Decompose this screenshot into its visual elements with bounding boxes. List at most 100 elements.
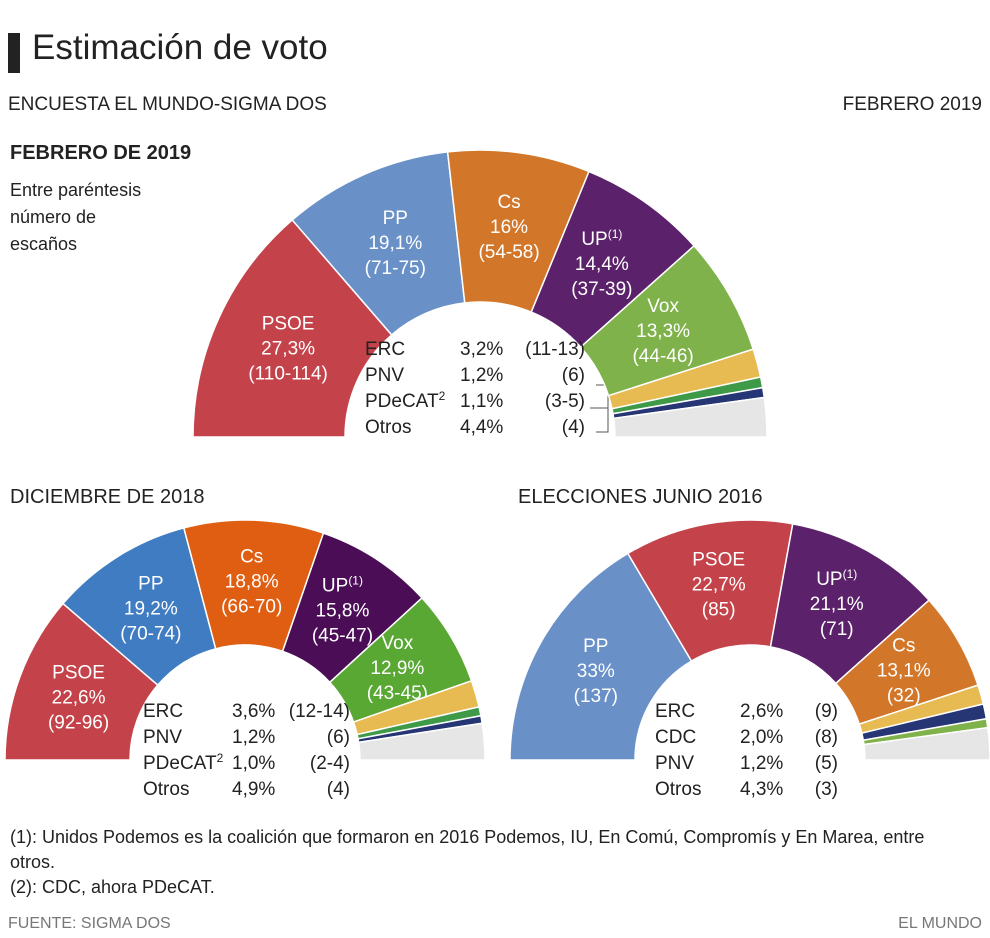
seats-label: (9) xyxy=(815,701,838,722)
seat-segment xyxy=(863,726,990,761)
party-note: 2 xyxy=(217,751,224,765)
party-name: Otros xyxy=(655,779,701,800)
party-name: ERC xyxy=(143,701,183,722)
seat-segment xyxy=(192,218,393,438)
seats-label: (32) xyxy=(887,685,921,706)
party-name: Otros xyxy=(365,417,411,438)
seats-label: (3-5) xyxy=(545,391,585,412)
party-name: PP xyxy=(383,208,408,229)
party-name-text: PP xyxy=(138,574,163,595)
party-name: UP(1) xyxy=(322,574,363,597)
source: FUENTE: SIGMA DOS xyxy=(8,915,171,932)
party-name-text: PDeCAT xyxy=(365,391,439,412)
party-name-text: Otros xyxy=(365,417,411,438)
seats-label: (37-39) xyxy=(571,279,632,300)
party-name-text: ERC xyxy=(143,701,183,722)
chart-title: DICIEMBRE DE 2018 xyxy=(10,486,205,508)
value-label: 3,2% xyxy=(460,339,503,360)
party-name-text: PNV xyxy=(365,365,404,386)
seat-segment xyxy=(612,396,768,438)
party-name-text: PSOE xyxy=(52,662,105,683)
seats-label: (2-4) xyxy=(310,753,350,774)
party-name: PDeCAT2 xyxy=(143,751,224,774)
chart-subtitle: Entre paréntesis número de escaños xyxy=(10,180,142,254)
seats-label: (45-47) xyxy=(312,626,373,647)
value-label: 3,6% xyxy=(232,701,275,722)
party-note: 2 xyxy=(439,389,446,403)
party-name: Cs xyxy=(892,635,915,656)
chart-title: FEBRERO DE 2019 xyxy=(10,142,192,164)
value-label: 15,8% xyxy=(316,601,370,622)
party-name: CDC xyxy=(655,727,696,748)
chart-title: ELECCIONES JUNIO 2016 xyxy=(518,486,763,508)
party-name: PDeCAT2 xyxy=(365,389,446,412)
value-label: 27,3% xyxy=(261,338,315,359)
party-name: Cs xyxy=(497,192,520,213)
party-name: ERC xyxy=(365,339,405,360)
seats-label: (71) xyxy=(820,619,854,640)
seats-label: (6) xyxy=(562,365,585,386)
party-note: (1) xyxy=(348,574,363,588)
value-label: 1,2% xyxy=(460,365,503,386)
seats-label: (12-14) xyxy=(289,701,350,722)
value-label: 1,0% xyxy=(232,753,275,774)
seats-label: (85) xyxy=(702,599,736,620)
party-note: (1) xyxy=(608,227,623,241)
value-label: 1,2% xyxy=(740,753,783,774)
seats-label: (6) xyxy=(327,727,350,748)
footnote: (2): CDC, ahora PDeCAT. xyxy=(10,877,215,897)
party-name: UP(1) xyxy=(816,567,857,590)
party-name: UP(1) xyxy=(581,227,622,250)
seats-label: (5) xyxy=(815,753,838,774)
value-label: 33% xyxy=(577,661,615,682)
seats-label: (66-70) xyxy=(221,597,282,618)
party-name-text: CDC xyxy=(655,727,696,748)
value-label: 2,0% xyxy=(740,727,783,748)
value-label: 4,9% xyxy=(232,779,275,800)
seats-label: (92-96) xyxy=(48,712,109,733)
value-label: 12,9% xyxy=(370,658,424,679)
party-name: PSOE xyxy=(262,313,315,334)
value-label: 13,1% xyxy=(877,660,931,681)
value-label: 4,4% xyxy=(460,417,503,438)
party-name-text: Cs xyxy=(497,192,520,213)
party-name-text: PDeCAT xyxy=(143,753,217,774)
party-name-text: PNV xyxy=(143,727,182,748)
party-name: Vox xyxy=(647,296,679,317)
party-name: Otros xyxy=(143,779,189,800)
seat-segment xyxy=(509,552,693,761)
seats-label: (71-75) xyxy=(365,258,426,279)
value-label: 14,4% xyxy=(575,254,629,275)
party-name: PNV xyxy=(365,365,404,386)
seats-label: (110-114) xyxy=(248,363,328,384)
value-label: 1,1% xyxy=(460,391,503,412)
party-name-text: PNV xyxy=(655,753,694,774)
seats-label: (70-74) xyxy=(120,624,181,645)
party-name-text: Otros xyxy=(655,779,701,800)
party-name-text: Cs xyxy=(892,635,915,656)
value-label: 1,2% xyxy=(232,727,275,748)
party-name-text: UP xyxy=(581,229,607,250)
seats-label: (4) xyxy=(327,779,350,800)
value-label: 19,2% xyxy=(124,599,178,620)
party-name-text: ERC xyxy=(655,701,695,722)
party-name: PNV xyxy=(143,727,182,748)
seats-label: (44-46) xyxy=(632,346,693,367)
value-label: 16% xyxy=(490,217,528,238)
party-name: PSOE xyxy=(692,549,745,570)
party-name-text: ERC xyxy=(365,339,405,360)
party-name: PSOE xyxy=(52,662,105,683)
seats-label: (3) xyxy=(815,779,838,800)
party-name: Cs xyxy=(240,547,263,568)
party-name: Vox xyxy=(382,633,414,654)
seat-segment xyxy=(357,722,486,761)
bracket xyxy=(590,384,609,433)
party-note: (1) xyxy=(843,567,858,581)
party-name-text: UP xyxy=(816,569,842,590)
party-name-text: Otros xyxy=(143,779,189,800)
seats-label: (54-58) xyxy=(478,242,539,263)
party-name-text: PP xyxy=(583,636,608,657)
page-subtitle: ENCUESTA EL MUNDO-SIGMA DOS xyxy=(8,94,327,115)
party-name-text: UP xyxy=(322,576,348,597)
